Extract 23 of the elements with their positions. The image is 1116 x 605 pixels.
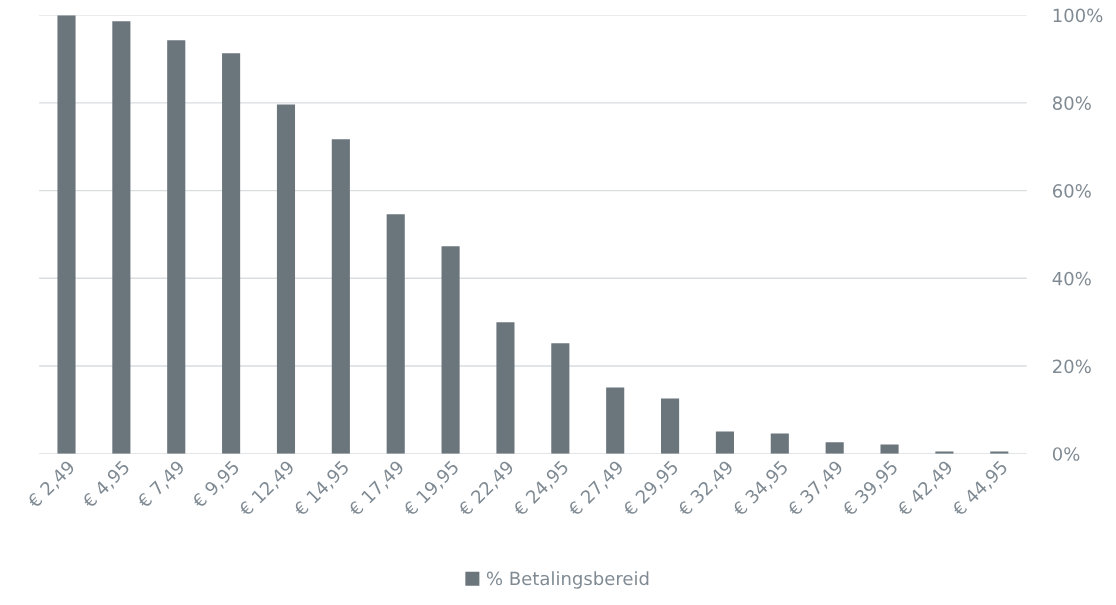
bar [715, 431, 734, 454]
y-tick-label: 80% [1052, 96, 1091, 110]
bar [770, 433, 789, 454]
y-tick-label: 60% [1052, 184, 1091, 198]
legend-label: % Betalingsbereid [486, 571, 649, 589]
bar [331, 139, 350, 454]
bar [441, 246, 460, 454]
bar [276, 104, 296, 454]
y-tick-label: 40% [1052, 271, 1091, 286]
y-tick-label: 0% [1052, 447, 1080, 461]
bar [880, 444, 899, 454]
y-tick-label: 100% [1053, 8, 1103, 23]
bar [222, 53, 241, 454]
bar [386, 214, 405, 454]
bar [167, 40, 186, 454]
bar [496, 322, 515, 454]
bar [57, 15, 76, 454]
bar [112, 21, 131, 454]
bar [551, 343, 570, 454]
y-tick-label: 20% [1053, 359, 1091, 374]
bar [825, 442, 844, 454]
bar [661, 398, 680, 454]
bar [606, 387, 625, 454]
